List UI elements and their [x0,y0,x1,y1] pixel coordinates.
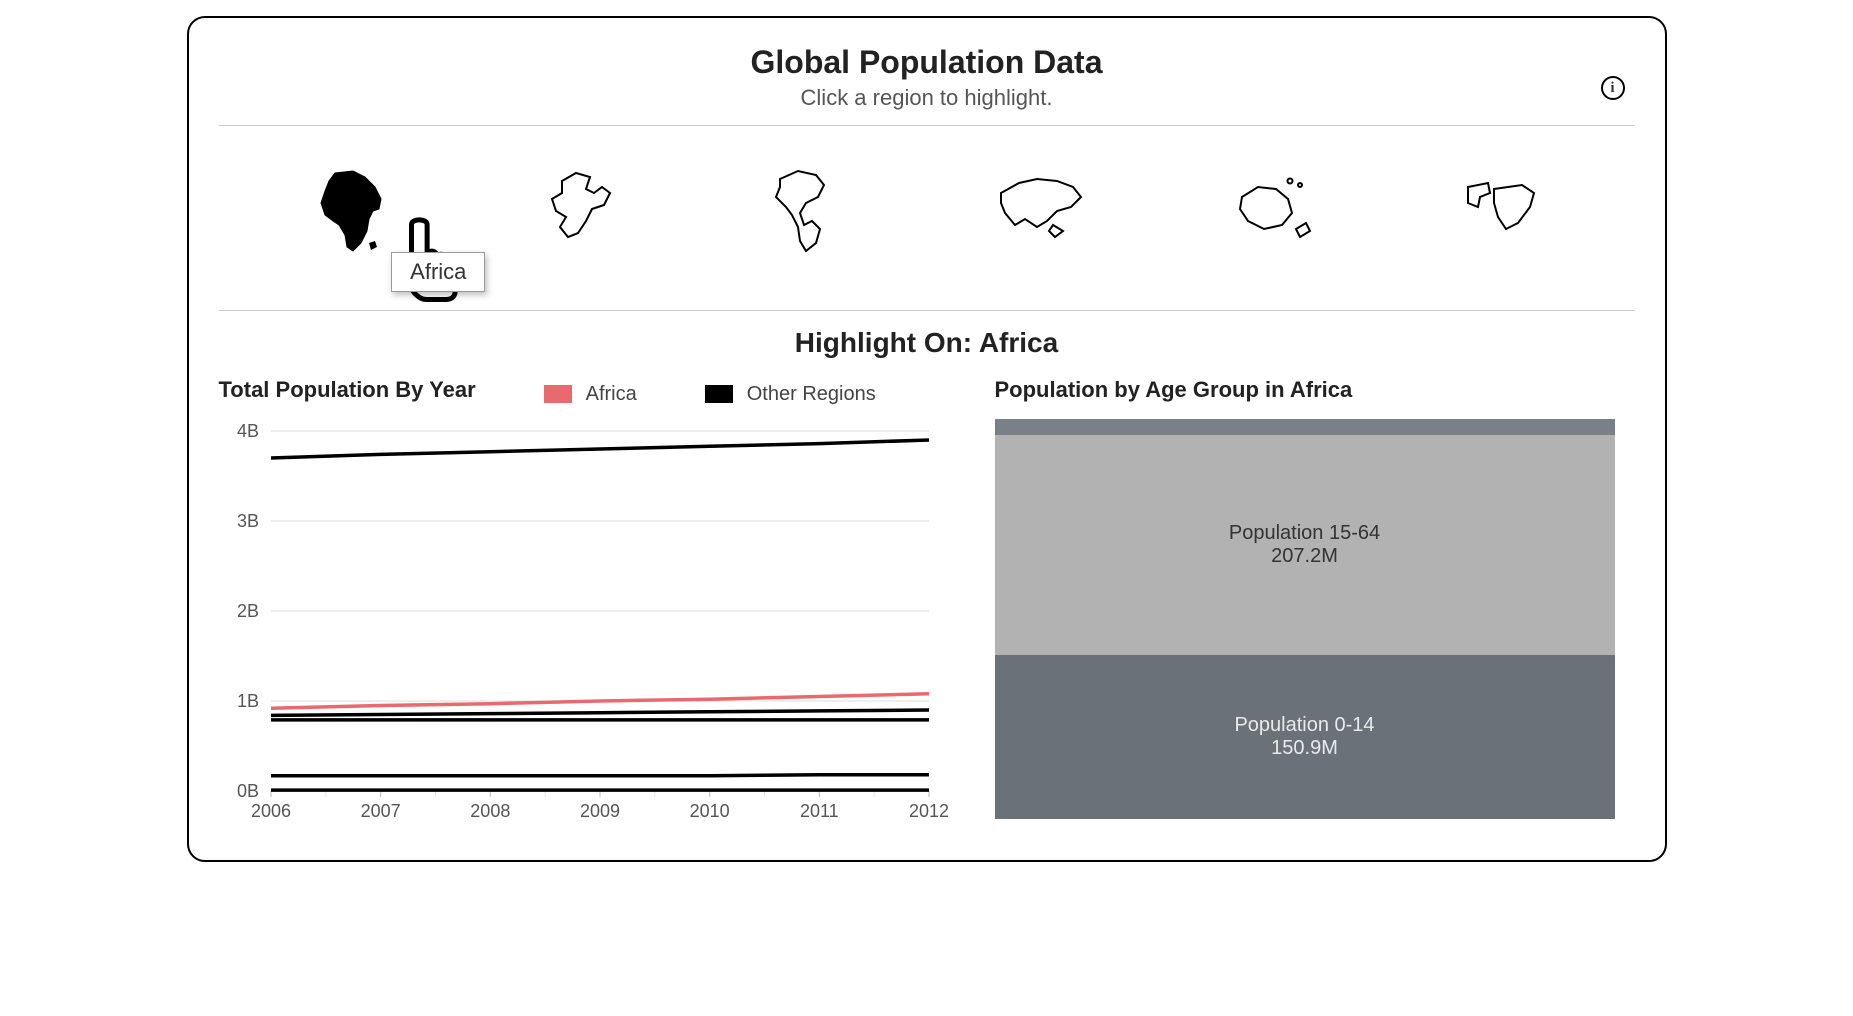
dashboard-card: Global Population Data Click a region to… [187,16,1667,862]
info-icon[interactable]: i [1601,76,1625,100]
svg-text:0B: 0B [236,781,258,801]
line-chart-header: Total Population By Year Africa Other Re… [219,377,955,411]
svg-text:4B: 4B [236,421,258,441]
svg-text:2012: 2012 [908,801,948,821]
europe-map-icon [527,163,637,263]
stacked-segment-value: 150.9M [1271,737,1338,760]
region-middle-east[interactable] [1430,158,1570,268]
region-oceania[interactable] [1200,158,1340,268]
region-europe[interactable] [512,158,652,268]
svg-text:2008: 2008 [470,801,510,821]
svg-text:2006: 2006 [250,801,290,821]
legend-highlight-label: Africa [586,383,637,406]
stacked-segment-65plus [995,419,1615,435]
page-subtitle: Click a region to highlight. [219,85,1635,111]
stacked-chart: Population 15-64207.2MPopulation 0-14150… [995,419,1615,819]
svg-text:2011: 2011 [799,801,838,821]
americas-map-icon [757,163,867,263]
svg-text:2010: 2010 [689,801,729,821]
stacked-segment-15to64: Population 15-64207.2M [995,435,1615,655]
svg-text:3B: 3B [236,511,258,531]
region-tooltip-label: Africa [410,259,466,284]
oceania-map-icon [1215,163,1325,263]
svg-text:1B: 1B [236,691,258,711]
region-selector-row: Africa [219,134,1635,302]
middle-east-map-icon [1445,163,1555,263]
region-asia[interactable] [971,158,1111,268]
svg-text:2B: 2B [236,601,258,621]
legend-other-label: Other Regions [747,383,876,406]
highlight-on-label: Highlight On: Africa [219,327,1635,359]
region-tooltip: Africa [391,252,485,292]
svg-text:2009: 2009 [579,801,619,821]
stacked-chart-title: Population by Age Group in Africa [995,377,1635,403]
line-chart-title: Total Population By Year [219,377,476,403]
page-title: Global Population Data [219,44,1635,81]
stacked-segment-label: Population 15-64 [1229,522,1380,545]
stacked-segment-value: 207.2M [1271,545,1338,568]
legend-swatch-other [705,385,733,403]
asia-map-icon [986,163,1096,263]
region-africa[interactable]: Africa [283,158,423,268]
info-icon-glyph: i [1610,80,1614,97]
divider-top [219,125,1635,126]
stacked-chart-panel: Population by Age Group in Africa Popula… [995,377,1635,836]
legend-swatch-highlight [544,385,572,403]
line-chart-panel: Total Population By Year Africa Other Re… [219,377,955,836]
stacked-segment-0to14: Population 0-14150.9M [995,655,1615,819]
region-americas[interactable] [742,158,882,268]
svg-text:2007: 2007 [360,801,400,821]
line-chart: 0B1B2B3B4B2006200720082009201020112012 [219,411,939,831]
lower-panels: Total Population By Year Africa Other Re… [219,377,1635,836]
stacked-segment-label: Population 0-14 [1234,714,1374,737]
